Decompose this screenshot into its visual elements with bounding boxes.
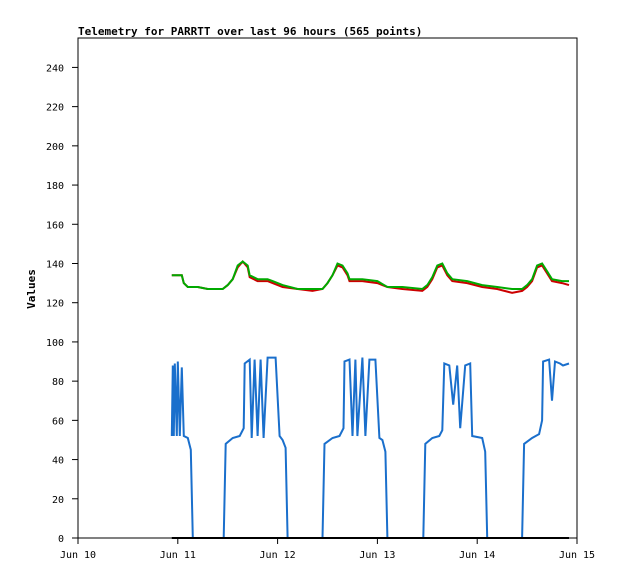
y-tick-label: 100: [46, 338, 64, 349]
y-tick-label: 80: [52, 377, 64, 388]
y-tick-label: 220: [46, 103, 64, 114]
y-tick-label: 140: [46, 259, 64, 270]
y-tick-label: 240: [46, 63, 64, 74]
x-tick-label: Jun 11: [160, 550, 196, 561]
chart-title: Telemetry for PARRTT over last 96 hours …: [78, 25, 422, 38]
y-tick-label: 120: [46, 299, 64, 310]
y-axis-label: Values: [25, 269, 38, 309]
series-line-1: [171, 260, 569, 291]
x-axis: Jun 10 Jun 11 Jun 12 Jun 13 Jun 14 Jun 15: [60, 538, 595, 561]
x-tick-label: Jun 15: [559, 550, 595, 561]
x-tick-label: Jun 13: [359, 550, 395, 561]
y-tick-label: 200: [46, 142, 64, 153]
x-tick-label: Jun 10: [60, 550, 96, 561]
y-tick-label: 180: [46, 181, 64, 192]
x-tick-label: Jun 12: [260, 550, 296, 561]
y-tick-label: 20: [52, 495, 64, 506]
y-axis: 0 20 40 60 80 100 120 140 160 180 200 220 240: [46, 63, 78, 545]
y-tick-label: 60: [52, 416, 64, 427]
y-tick-label: 160: [46, 220, 64, 231]
series-layer: [170, 259, 570, 539]
y-tick-label: 40: [52, 456, 64, 467]
x-tick-label: Jun 14: [459, 550, 495, 561]
y-tick-label: 0: [58, 534, 64, 545]
series-line-2: [170, 356, 570, 539]
